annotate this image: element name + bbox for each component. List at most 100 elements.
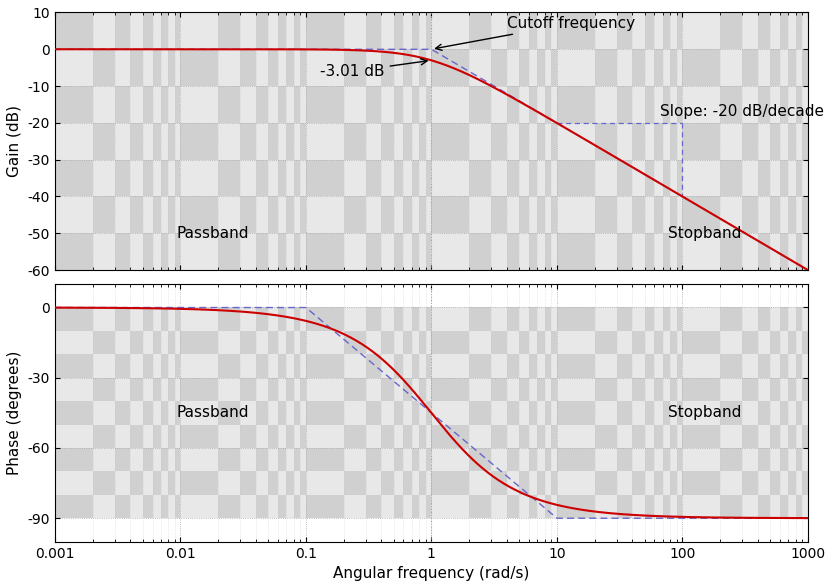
Bar [218,448,240,472]
Bar [770,495,780,518]
Bar [795,425,802,448]
Bar [519,12,529,49]
Bar [55,49,92,86]
Bar [115,49,130,86]
Bar [55,331,92,355]
Bar [286,377,294,401]
Bar [115,331,130,355]
Bar [682,308,720,331]
Bar [55,12,92,49]
Bar [168,308,175,331]
Bar [168,472,175,495]
Bar [130,401,143,425]
Bar [544,355,551,377]
Bar [469,425,491,448]
Bar [617,355,633,377]
Bar [743,49,758,86]
Bar [551,355,557,377]
Bar [431,86,469,123]
Text: Stopband: Stopband [668,226,741,240]
Bar [268,12,278,49]
Bar [595,308,617,331]
Bar [286,86,294,123]
Bar [55,355,92,377]
Bar [286,308,294,331]
Bar [519,123,529,159]
Bar [789,308,795,331]
Bar [469,196,491,233]
Bar [507,123,519,159]
Bar [469,12,491,49]
Bar [381,401,394,425]
Bar [130,308,143,331]
Bar [758,495,770,518]
Bar [153,495,161,518]
Bar [491,355,507,377]
Bar [551,12,557,49]
Bar [412,86,419,123]
Bar [795,49,802,86]
Bar [676,472,682,495]
Bar [644,495,654,518]
Bar [306,401,344,425]
Bar [419,159,426,196]
Bar [676,12,682,49]
Bar [557,196,595,233]
Bar [419,49,426,86]
Bar [802,401,808,425]
Bar [161,49,168,86]
Bar [153,159,161,196]
Bar [175,123,181,159]
Bar [491,159,507,196]
Bar [240,425,256,448]
Bar [789,377,795,401]
Bar [394,355,403,377]
Bar [286,196,294,233]
Bar [306,355,344,377]
Bar [286,401,294,425]
Bar [365,425,381,448]
Bar [344,355,365,377]
Bar [676,495,682,518]
Bar [544,472,551,495]
Bar [161,196,168,233]
Bar [743,196,758,233]
Bar [743,12,758,49]
Bar [617,123,633,159]
Bar [175,401,181,425]
Bar [519,425,529,448]
Text: Passband: Passband [176,226,249,240]
Bar [365,159,381,196]
Bar [130,123,143,159]
Bar [278,123,286,159]
Bar [300,159,306,196]
Bar [743,355,758,377]
Bar [507,355,519,377]
Bar [595,448,617,472]
Bar [720,233,743,270]
Bar [153,331,161,355]
Bar [365,12,381,49]
Bar [795,86,802,123]
Bar [557,425,595,448]
Bar [538,159,544,196]
Bar [218,123,240,159]
Bar [529,425,538,448]
Bar [153,425,161,448]
Bar [168,12,175,49]
Bar [300,448,306,472]
Bar [654,377,663,401]
Bar [294,308,300,331]
Bar [92,12,115,49]
Bar [557,355,595,377]
Bar [278,49,286,86]
Bar [789,448,795,472]
Bar [795,448,802,472]
Bar [240,86,256,123]
Bar [153,49,161,86]
Bar [268,377,278,401]
Bar [676,308,682,331]
Bar [743,308,758,331]
Bar [268,331,278,355]
Bar [381,448,394,472]
